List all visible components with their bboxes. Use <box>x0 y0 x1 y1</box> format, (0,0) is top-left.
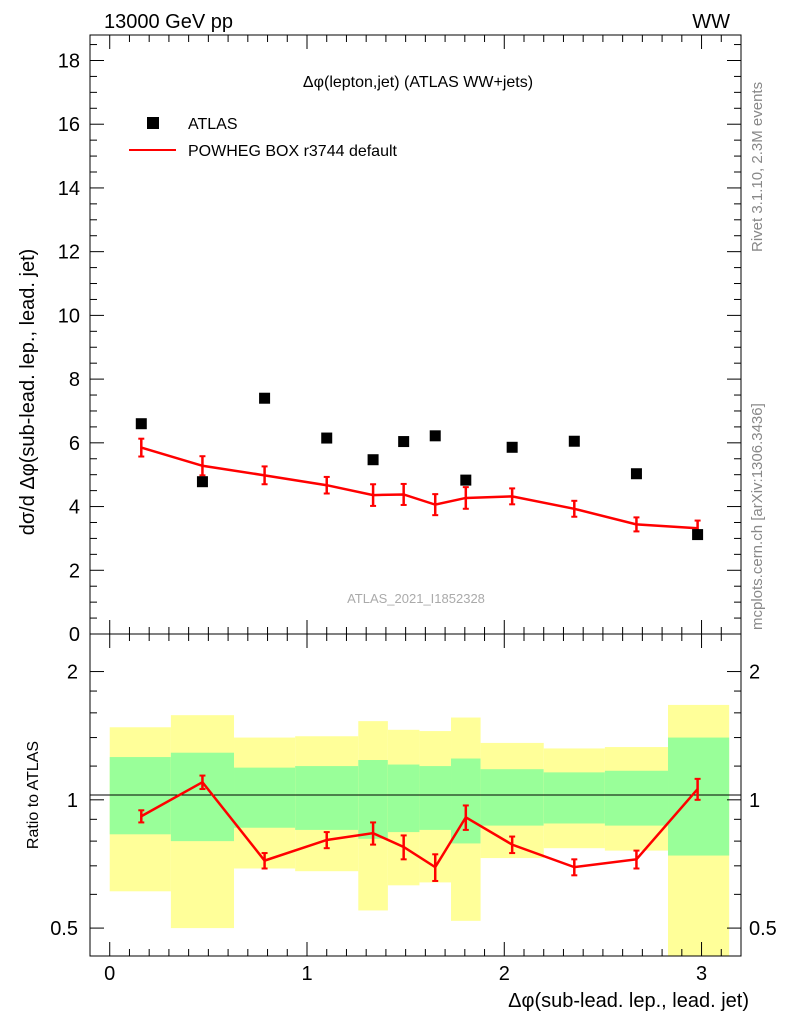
ratio-ytick-label-right: 2 <box>749 662 760 684</box>
atlas-data-point <box>429 430 441 442</box>
main-ytick-label: 8 <box>69 369 80 391</box>
mc-line <box>140 446 698 530</box>
atlas-data-point <box>506 441 518 453</box>
band-inner-6 <box>419 766 452 830</box>
atlas-data-point <box>196 476 208 488</box>
ratio-ytick-label: 1 <box>67 790 78 812</box>
legend-atlas-label: ATLAS <box>188 116 238 133</box>
ratio-y-axis-label: Ratio to ATLAS <box>25 741 42 849</box>
mc-prediction-series <box>138 437 701 537</box>
legend-mc-label: POWHEG BOX r3744 default <box>188 143 398 160</box>
main-axis-ticks: 0 2 4 6 8 10 12 14 16 18 <box>58 35 741 646</box>
main-ytick-label: 18 <box>58 50 80 72</box>
mcplots-label: mcplots.cern.ch [arXiv:1306.3436] <box>749 403 766 630</box>
atlas-data-point <box>367 454 379 466</box>
main-panel: 0 2 4 6 8 10 12 14 16 18 Δφ(lepton,jet) (ATLAS WW… <box>17 34 742 646</box>
ratio-ytick-label-right: 1 <box>749 790 760 812</box>
band-inner-8 <box>480 769 544 826</box>
ratio-xtick-label: 0 <box>104 963 115 985</box>
atlas-data-point <box>398 436 410 448</box>
band-inner-9 <box>543 772 605 824</box>
band-inner-2 <box>234 767 296 828</box>
ratio-ytick-label: 2 <box>67 662 78 684</box>
atlas-data-point <box>135 418 147 430</box>
atlas-data-point <box>321 432 333 444</box>
main-y-axis-label: dσ/d Δφ(sub-lead. lep., lead. jet) <box>17 249 39 536</box>
main-ytick-label: 4 <box>69 497 80 519</box>
ratio-xtick-label: 1 <box>301 963 312 985</box>
process-label: WW <box>692 11 730 33</box>
ratio-uncertainty-bands <box>109 704 730 956</box>
main-ytick-label: 0 <box>69 624 80 646</box>
main-ytick-label: 12 <box>58 242 80 264</box>
atlas-data-point <box>259 392 271 404</box>
main-ytick-label: 16 <box>58 114 80 136</box>
legend: ATLAS POWHEG BOX r3744 default <box>129 116 398 160</box>
ratio-ytick-label-right: 0.5 <box>749 918 777 940</box>
band-inner-1 <box>170 752 235 842</box>
energy-label: 13000 GeV pp <box>104 11 233 33</box>
atlas-data-point <box>568 435 580 447</box>
band-inner-10 <box>604 770 669 826</box>
atlas-data-series <box>135 392 704 541</box>
main-ytick-label: 14 <box>58 178 80 200</box>
band-inner-5 <box>387 764 420 833</box>
main-ytick-label: 10 <box>58 305 80 327</box>
ratio-xtick-label: 2 <box>499 963 510 985</box>
ratio-ytick-label: 0.5 <box>50 918 78 940</box>
atlas-data-point <box>460 474 472 486</box>
ratio-xtick-label: 3 <box>696 963 707 985</box>
legend-atlas-marker <box>147 117 159 129</box>
band-inner-3 <box>295 766 359 830</box>
main-ytick-label: 2 <box>69 560 80 582</box>
main-plot-title: Δφ(lepton,jet) (ATLAS WW+jets) <box>303 74 533 91</box>
ratio-mc-series <box>138 774 701 882</box>
analysis-watermark: ATLAS_2021_I1852328 <box>347 591 485 606</box>
ratio-axis-ticks: 0.5 0.5 1 1 2 2 0 1 2 3 <box>50 634 777 985</box>
atlas-data-point <box>692 529 704 541</box>
ratio-mc-line <box>140 780 699 869</box>
x-axis-label: Δφ(sub-lead. lep., lead. jet) <box>508 990 749 1012</box>
ratio-panel: 0.5 0.5 1 1 2 2 0 1 2 3 Ratio to ATLAS <box>25 633 777 985</box>
atlas-data-point <box>630 468 642 480</box>
main-ytick-label: 6 <box>69 433 80 455</box>
rivet-version-label: Rivet 3.1.10, 2.3M events <box>749 82 766 252</box>
